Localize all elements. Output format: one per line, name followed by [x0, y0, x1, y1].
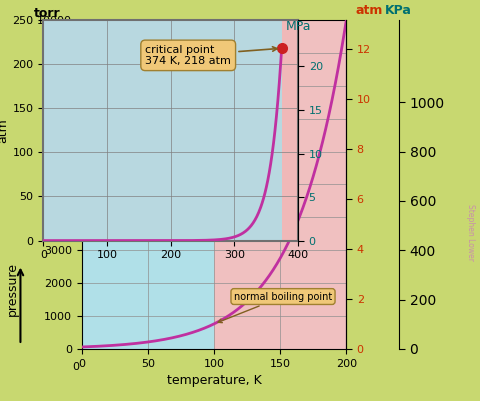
- Bar: [43, 20, 281, 241]
- Text: KPa: KPa: [384, 4, 411, 17]
- Text: pressure: pressure: [5, 262, 19, 316]
- Y-axis label: atm: atm: [0, 118, 10, 143]
- Text: normal boiling point: normal boiling point: [217, 292, 332, 323]
- Text: Stephen Lower: Stephen Lower: [465, 204, 474, 261]
- Text: 0: 0: [72, 362, 79, 372]
- Text: atm: atm: [355, 4, 383, 17]
- X-axis label: temperature, K: temperature, K: [167, 374, 261, 387]
- Bar: [82, 20, 214, 349]
- Text: torr: torr: [34, 7, 60, 20]
- Text: critical point
374 K, 218 atm: critical point 374 K, 218 atm: [145, 45, 276, 66]
- Bar: [281, 20, 298, 241]
- Bar: [214, 20, 346, 349]
- Text: MPa: MPa: [286, 20, 311, 33]
